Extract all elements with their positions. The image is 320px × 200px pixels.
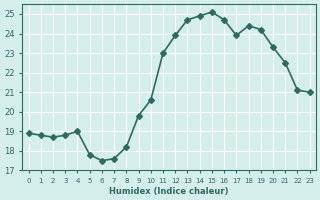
X-axis label: Humidex (Indice chaleur): Humidex (Indice chaleur) [109, 187, 229, 196]
